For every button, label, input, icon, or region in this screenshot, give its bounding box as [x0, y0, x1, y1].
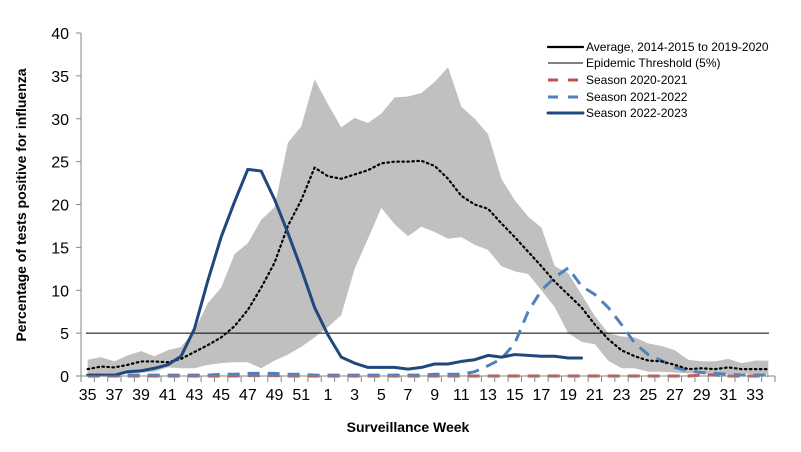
series-line-0: [86, 159, 770, 371]
x-tick-label: 21: [586, 387, 604, 404]
x-axis-label: Surveillance Week: [347, 419, 470, 435]
series-line-4: [86, 167, 583, 377]
x-tick-label: 29: [693, 387, 711, 404]
x-tick-label: 25: [639, 387, 657, 404]
x-tick-label: 31: [719, 387, 737, 404]
y-tick-label: 0: [60, 369, 69, 386]
x-tick-label: 15: [506, 387, 524, 404]
y-tick-label: 30: [51, 112, 69, 129]
x-tick-label: 41: [159, 387, 177, 404]
legend-label-0: Average, 2014-2015 to 2019-2020: [586, 40, 769, 54]
x-tick-label: 37: [105, 387, 123, 404]
x-tick-label: 35: [79, 387, 97, 404]
x-tick-label: 39: [132, 387, 150, 404]
y-tick-label: 10: [51, 283, 69, 300]
x-tick-label: 9: [430, 387, 439, 404]
y-tick-label: 15: [51, 240, 69, 257]
series-line-3: [87, 266, 769, 377]
x-tick-label: 17: [533, 387, 551, 404]
x-tick-label: 3: [350, 387, 359, 404]
x-tick-label: 13: [479, 387, 497, 404]
y-tick-label: 5: [60, 326, 69, 343]
x-tick-label: 49: [266, 387, 284, 404]
x-tick-label: 5: [377, 387, 386, 404]
legend-label-3: Season 2021-2022: [586, 90, 688, 104]
x-tick-label: 51: [292, 387, 310, 404]
legend-label-1: Epidemic Threshold (5%): [586, 56, 721, 70]
y-tick-label: 35: [51, 69, 69, 86]
range-band: [87, 67, 769, 375]
x-tick-label: 19: [559, 387, 577, 404]
x-tick-label: 27: [666, 387, 684, 404]
legend-label-2: Season 2020-2021: [586, 73, 688, 87]
x-tick-label: 33: [746, 387, 764, 404]
legend-label-4: Season 2022-2023: [586, 106, 688, 120]
y-tick-label: 40: [51, 26, 69, 43]
x-tick-label: 45: [212, 387, 230, 404]
y-tick-label: 25: [51, 155, 69, 172]
x-tick-label: 11: [453, 387, 470, 404]
x-tick-label: 23: [613, 387, 631, 404]
x-tick-label: 1: [323, 387, 332, 404]
x-tick-label: 43: [186, 387, 204, 404]
x-tick-label: 47: [239, 387, 257, 404]
x-tick-label: 7: [404, 387, 413, 404]
y-axis-label: Percentage of tests positive for influen…: [13, 68, 29, 341]
y-tick-label: 20: [51, 198, 69, 215]
